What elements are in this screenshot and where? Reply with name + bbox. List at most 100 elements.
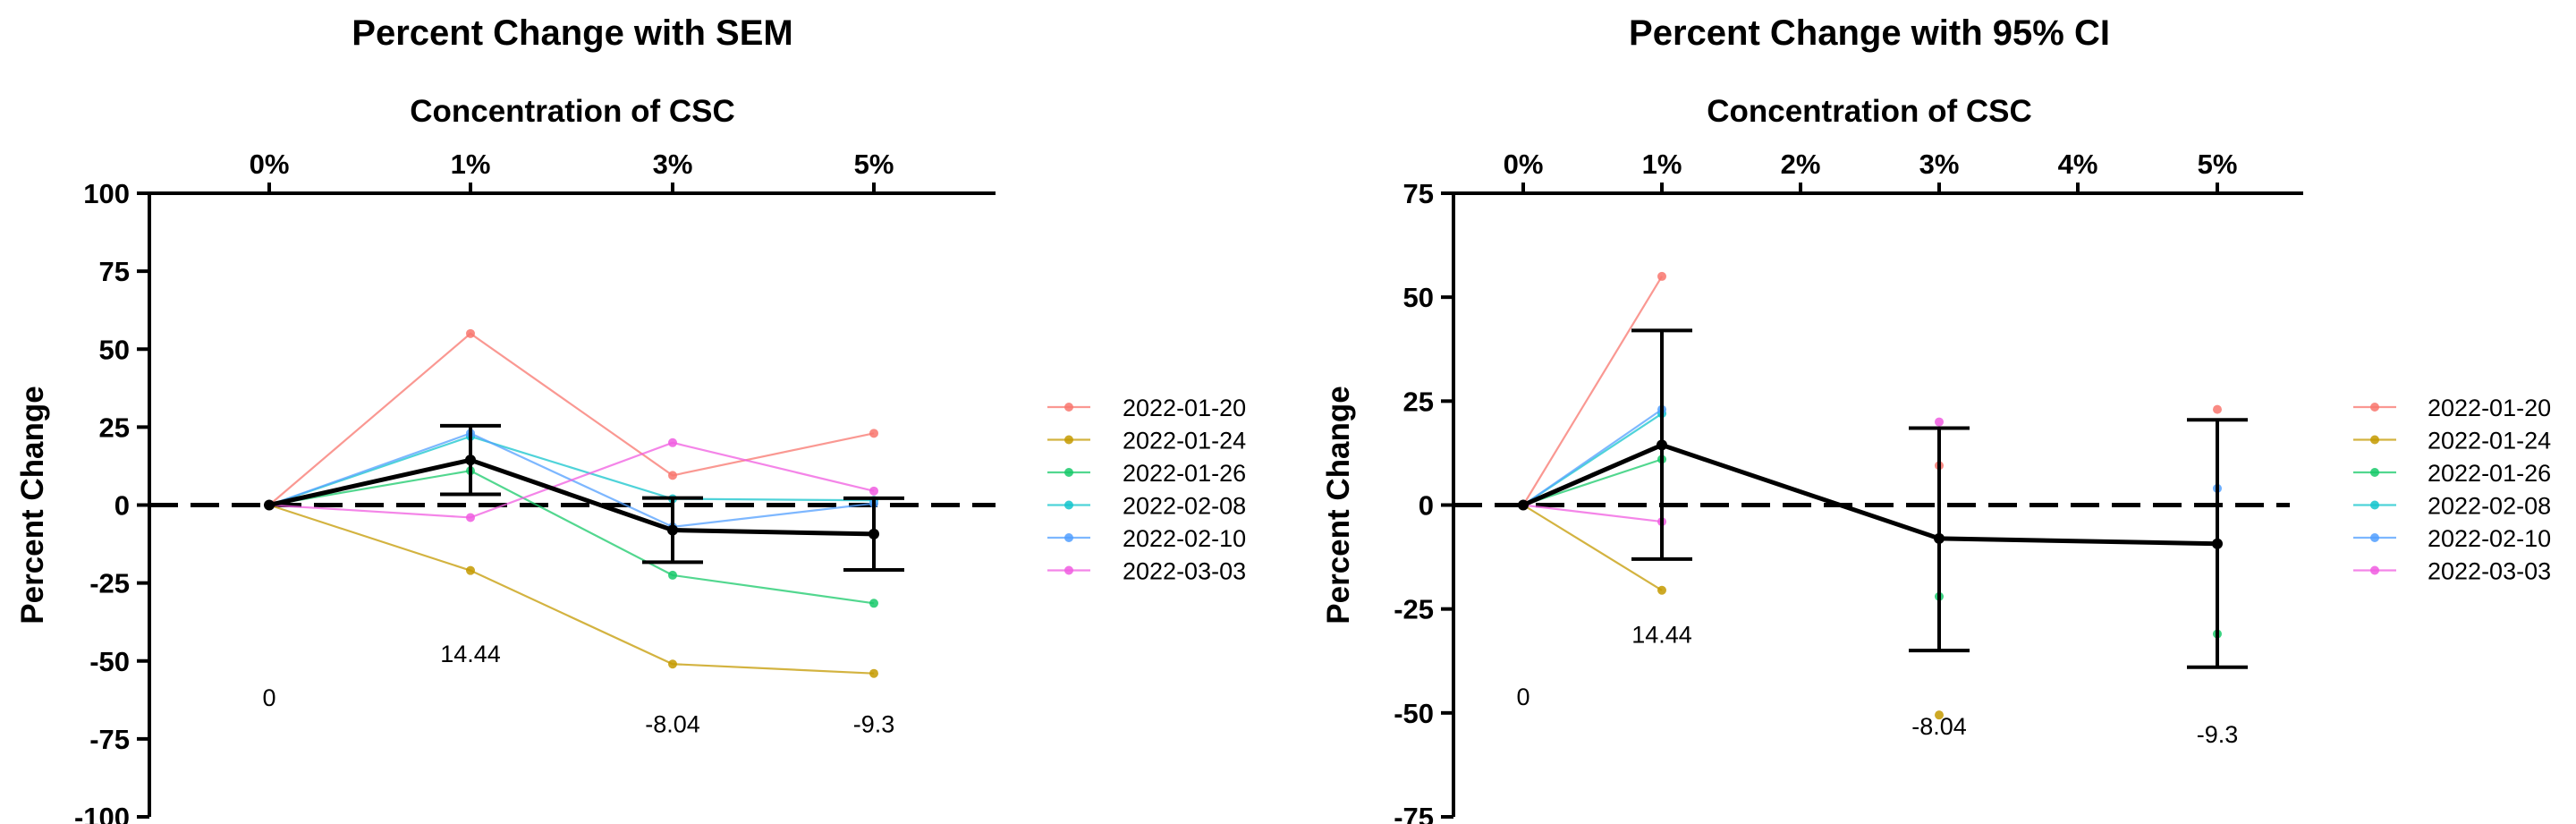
mean-value-label: -9.3 [853, 710, 895, 737]
y-tick-label: -75 [1394, 802, 1434, 824]
series-line [1522, 276, 1663, 506]
x-tick-label: 1% [451, 149, 491, 180]
chart-title: Percent Change with 95% CI [1629, 13, 2110, 53]
legend-label: 2022-01-26 [2428, 460, 2551, 487]
x-axis-title: Concentration of CSC [410, 94, 735, 129]
series-point [668, 659, 677, 669]
x-tick-label: 0% [250, 149, 290, 180]
legend-swatch-point [1064, 565, 1073, 575]
x-tick-label: 3% [1919, 149, 1960, 180]
series-point [869, 599, 878, 608]
mean-point [1657, 439, 1667, 451]
series-point [2213, 404, 2222, 414]
x-tick-label: 4% [2058, 149, 2098, 180]
legend-label: 2022-03-03 [2428, 558, 2551, 585]
mean-point [264, 499, 275, 511]
chart-title: Percent Change with SEM [352, 13, 792, 53]
series-line [268, 504, 875, 675]
x-tick-label: 2% [1781, 149, 1821, 180]
mean-value-label: -9.3 [2197, 721, 2239, 748]
legend-swatch-point [1064, 435, 1073, 445]
x-tick-label: 5% [854, 149, 894, 180]
mean-value-label: -8.04 [645, 710, 700, 737]
legend-label: 2022-02-08 [1123, 493, 1246, 520]
legend-swatch-point [2370, 468, 2379, 477]
y-tick-label: -25 [1394, 594, 1434, 625]
legend-swatch-point [2370, 500, 2379, 510]
mean-point [465, 454, 476, 466]
series-line [268, 332, 875, 506]
series-point [466, 565, 475, 575]
series-line [1522, 408, 1663, 506]
series-line [268, 470, 875, 605]
ci-chart-panel: Percent Change with 95% CI Concentration … [1321, 13, 2551, 824]
series-point [1935, 710, 1944, 720]
legend-label: 2022-01-24 [2428, 428, 2551, 454]
series-point [466, 328, 475, 338]
y-tick-label: 50 [1403, 282, 1434, 313]
series-point [466, 513, 475, 522]
series-point [869, 668, 878, 678]
x-tick-label: 0% [1504, 149, 1544, 180]
mean-point [2212, 538, 2223, 549]
series-point [668, 471, 677, 480]
y-tick-label: 25 [1403, 386, 1434, 417]
y-tick-label: 0 [114, 490, 130, 522]
legend-swatch-point [1064, 533, 1073, 542]
mean-point [869, 528, 879, 539]
legend-swatch-point [1064, 500, 1073, 510]
series-point [869, 429, 878, 438]
legend-swatch-point [2370, 533, 2379, 542]
mean-value-label: 14.44 [440, 641, 501, 667]
y-axis-title: Percent Change [1321, 386, 1356, 624]
series-point [668, 570, 677, 580]
series-point [1657, 271, 1666, 281]
mean-value-label: 0 [1516, 684, 1530, 710]
y-tick-label: -50 [89, 646, 130, 677]
y-tick-label: 100 [83, 178, 130, 209]
legend-swatch-point [1064, 403, 1073, 412]
series-line [1522, 504, 1663, 523]
y-tick-label: -25 [89, 568, 130, 599]
mean-value-label: 14.44 [1631, 622, 1692, 649]
mean-point [1934, 532, 1945, 544]
series-point [668, 437, 677, 447]
mean-line [268, 457, 875, 537]
legend-label: 2022-01-24 [1123, 428, 1246, 454]
series-line [268, 435, 875, 506]
series-point [1657, 585, 1666, 595]
x-tick-label: 5% [2198, 149, 2238, 180]
legend-label: 2022-02-10 [2428, 525, 2551, 552]
legend-label: 2022-02-08 [2428, 493, 2551, 520]
y-tick-label: 75 [1403, 178, 1434, 209]
y-axis-title: Percent Change [15, 386, 50, 624]
mean-value-label: -8.04 [1911, 713, 1967, 740]
legend-label: 2022-03-03 [1123, 558, 1246, 585]
sem-chart-panel: Percent Change with SEM Concentration of … [15, 13, 1246, 824]
legend-label: 2022-02-10 [1123, 525, 1246, 552]
legend-label: 2022-01-20 [2428, 395, 2551, 421]
x-tick-label: 3% [653, 149, 693, 180]
y-tick-label: -50 [1394, 698, 1434, 729]
y-tick-label: 0 [1419, 490, 1434, 522]
y-tick-label: 25 [99, 412, 130, 443]
series-line [1522, 504, 1663, 591]
series-point [869, 486, 878, 496]
y-tick-label: 50 [99, 334, 130, 365]
mean-line [1522, 442, 2218, 547]
x-tick-label: 1% [1642, 149, 1682, 180]
mean-point [1518, 499, 1529, 511]
legend-swatch-point [1064, 468, 1073, 477]
legend-swatch-point [2370, 403, 2379, 412]
legend-swatch-point [2370, 565, 2379, 575]
mean-value-label: 0 [262, 684, 275, 711]
mean-point [667, 524, 678, 536]
series-line [268, 441, 875, 519]
legend-swatch-point [2370, 435, 2379, 445]
legend-label: 2022-01-20 [1123, 395, 1246, 421]
y-tick-label: 75 [99, 256, 130, 287]
y-tick-label: -100 [74, 802, 130, 824]
legend-label: 2022-01-26 [1123, 460, 1246, 487]
y-tick-label: -75 [89, 724, 130, 755]
